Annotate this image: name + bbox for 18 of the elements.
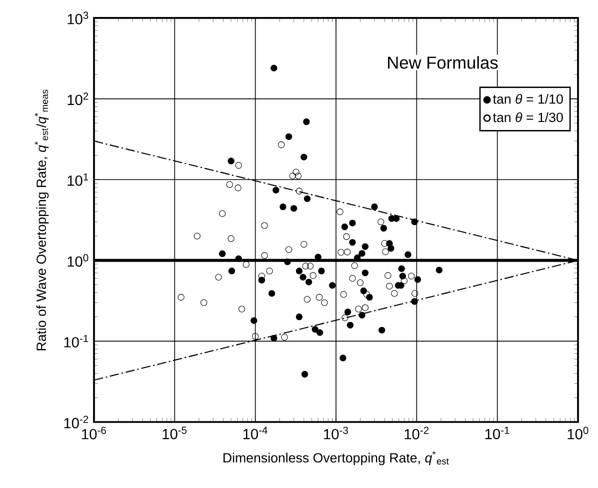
- y-axis-title: Ratio of Wave Overtopping Rate, q$^{*}$$_{est}$/q$^{*}$meas: [34, 90, 49, 350]
- legend-label: tan θ = 1/30: [493, 112, 563, 122]
- legend-label: tan θ = 1/10: [493, 94, 563, 104]
- y-tick-label: 10$^{1}$: [68, 173, 88, 186]
- x-tick-label: 10$^{-1}$: [485, 426, 510, 440]
- x-tick-label: 10$^{-4}$: [243, 426, 268, 440]
- y-tick-label: 10$^{-2}$: [64, 416, 88, 428]
- y-tick-label: 10$^{0}$: [68, 254, 88, 267]
- y-tick-label: 10$^{3}$: [68, 12, 88, 24]
- x-tick-label: 10$^{0}$: [568, 426, 588, 440]
- y-tick-label: 10$^{2}$: [68, 92, 88, 106]
- x-tick-label: 10$^{-5}$: [162, 426, 187, 440]
- y-tick-label: 10$^{-1}$: [64, 334, 88, 348]
- text: New Formulas: [388, 56, 498, 69]
- x-tick-label: 10$^{-3}$: [324, 426, 348, 440]
- x-tick-label: 10$^{-2}$: [404, 426, 429, 440]
- x-tick-label: 10$^{-6}$: [82, 426, 106, 440]
- x-axis-title: Dimensionless Overtopping Rate, q$^{*}$est: [224, 451, 449, 466]
